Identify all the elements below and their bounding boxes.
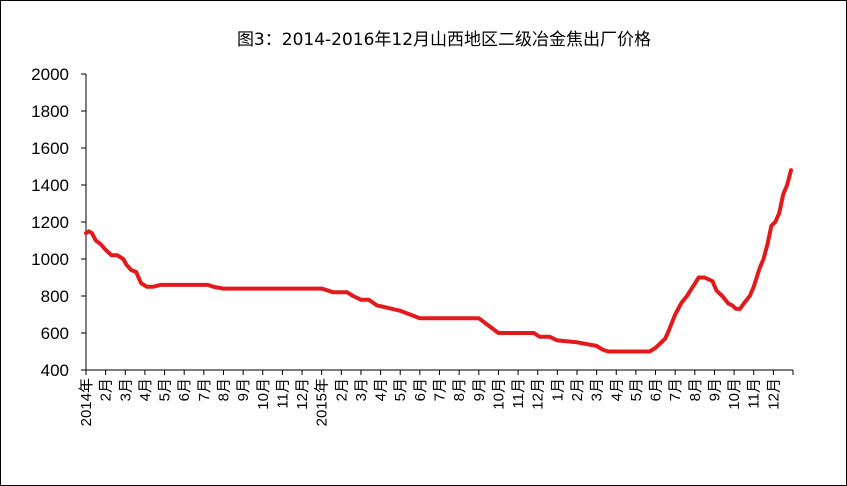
x-tick-label: 11月 <box>746 378 763 409</box>
x-tick-label: 3月 <box>353 378 370 401</box>
x-tick-label: 7月 <box>432 378 449 401</box>
x-tick-label: 8月 <box>687 378 704 401</box>
y-tick-label: 1600 <box>31 139 69 158</box>
x-tick-label: 8月 <box>451 378 468 401</box>
x-tick-label: 5月 <box>628 378 645 401</box>
x-tick-label: 2月 <box>333 378 350 401</box>
x-tick-label: 6月 <box>412 378 429 401</box>
x-tick-label: 10月 <box>726 378 743 410</box>
x-tick-label: 9月 <box>471 378 488 401</box>
x-tick-label: 11月 <box>274 378 291 409</box>
y-tick-label: 1200 <box>31 213 69 232</box>
x-tick-label: 12月 <box>530 378 547 410</box>
x-tick-label: 10月 <box>255 378 272 410</box>
x-tick-label: 4月 <box>137 378 154 401</box>
y-tick-label: 2000 <box>31 65 69 84</box>
x-axis: 2014年 2月 3月 4月 5月 6月 7月 8月 9月 10月 11月 12月 2015年 2月 3月 4… <box>78 369 794 426</box>
x-tick-label: 6月 <box>648 378 665 401</box>
x-tick-label: 2月 <box>98 378 115 401</box>
y-tick-label: 400 <box>41 361 69 380</box>
x-tick-label: 6月 <box>176 378 193 401</box>
x-tick-label: 1月 <box>549 378 566 401</box>
x-tick-label: 4月 <box>608 378 625 401</box>
y-tick-label: 600 <box>41 324 69 343</box>
x-tick-label: 2014年 <box>78 378 95 426</box>
x-tick-label: 2015年 <box>314 378 331 426</box>
x-tick-label: 12月 <box>765 378 782 410</box>
y-tick-label: 1800 <box>31 102 69 121</box>
x-tick-label: 12月 <box>294 378 311 410</box>
x-tick-label: 2月 <box>569 378 586 401</box>
chart-title: 图3：2014-2016年12月山西地区二级冶金焦出厂价格 <box>237 30 651 50</box>
x-tick-label: 4月 <box>373 378 390 401</box>
plot-area <box>84 168 793 354</box>
x-tick-label: 5月 <box>392 378 409 401</box>
x-tick-label: 7月 <box>667 378 684 401</box>
x-tick-label: 3月 <box>117 378 134 401</box>
x-tick-label: 8月 <box>215 378 232 401</box>
y-tick-label: 800 <box>41 287 69 306</box>
x-tick-label: 3月 <box>589 378 606 401</box>
x-tick-label: 10月 <box>490 378 507 410</box>
x-tick-label: 7月 <box>196 378 213 401</box>
x-tick-label: 5月 <box>157 378 174 401</box>
y-axis: 2000 1800 1600 1400 1200 1000 800 600 400 <box>31 65 87 380</box>
y-tick-label: 1000 <box>31 250 69 269</box>
x-tick-label: 11月 <box>510 378 527 409</box>
x-tick-label: 9月 <box>706 378 723 401</box>
y-tick-label: 1400 <box>31 176 69 195</box>
x-tick-label: 9月 <box>235 378 252 401</box>
series-line <box>84 168 793 354</box>
